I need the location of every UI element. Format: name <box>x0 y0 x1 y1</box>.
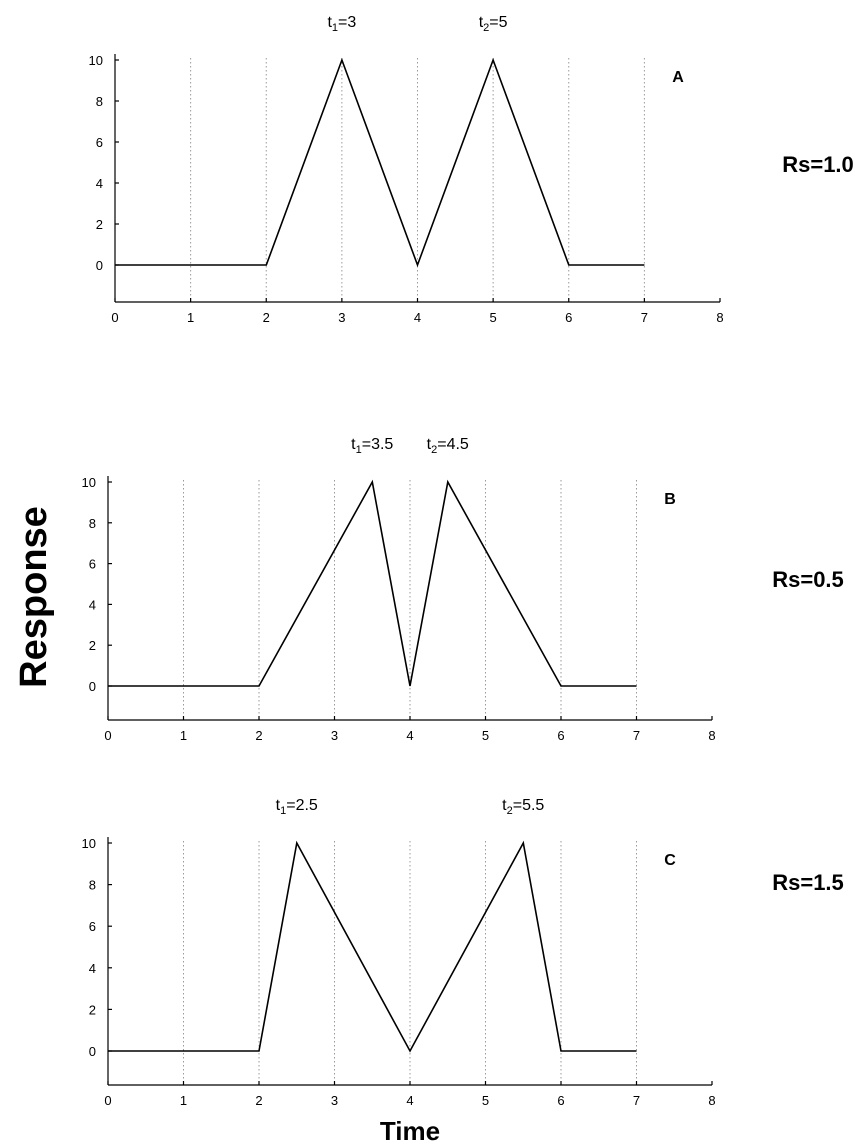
y-tick-label-6: 6 <box>96 135 103 150</box>
y-tick-label-8: 8 <box>89 878 96 893</box>
y-tick-label-0: 0 <box>96 258 103 273</box>
x-tick-label-0: 0 <box>104 1093 111 1108</box>
peak-annotation-1: t1=3.5 <box>351 436 393 456</box>
peak-annotation-2: t2=4.5 <box>427 436 469 456</box>
peak-annotation-1: t1=3 <box>327 14 356 34</box>
y-tick-label-6: 6 <box>89 919 96 934</box>
x-tick-label-0: 0 <box>111 310 118 325</box>
y-axis-title: Response <box>13 506 55 688</box>
peak-annotation-1: t1=2.5 <box>276 797 318 817</box>
resolution-label: Rs=1.0 <box>782 152 854 177</box>
x-tick-label-4: 4 <box>406 1093 413 1108</box>
response-curve <box>108 479 637 687</box>
y-tick-label-0: 0 <box>89 1044 96 1059</box>
y-tick-label-8: 8 <box>89 516 96 531</box>
x-tick-label-2: 2 <box>263 310 270 325</box>
annotation-subscript: 1 <box>332 22 338 34</box>
y-tick-label-0: 0 <box>89 679 96 694</box>
x-tick-label-8: 8 <box>708 1093 715 1108</box>
x-tick-label-6: 6 <box>565 310 572 325</box>
annotation-value: =5.5 <box>513 797 545 814</box>
annotation-subscript: 1 <box>280 805 286 817</box>
panel-letter: C <box>664 852 676 869</box>
annotation-base: t <box>327 14 332 31</box>
panel-letter: A <box>672 69 684 86</box>
x-axis-title: Time <box>380 1116 440 1146</box>
annotation-value: =2.5 <box>286 797 318 814</box>
x-tick-label-2: 2 <box>255 728 262 743</box>
y-tick-label-10: 10 <box>89 53 103 68</box>
annotation-base: t <box>276 797 281 814</box>
resolution-label: Rs=0.5 <box>772 567 844 592</box>
annotation-subscript: 2 <box>507 805 513 817</box>
x-tick-label-1: 1 <box>180 728 187 743</box>
x-tick-label-6: 6 <box>557 1093 564 1108</box>
panel-letter: B <box>664 491 676 508</box>
x-tick-label-7: 7 <box>633 1093 640 1108</box>
annotation-value: =4.5 <box>437 436 469 453</box>
y-tick-label-4: 4 <box>89 597 96 612</box>
x-tick-label-5: 5 <box>482 728 489 743</box>
x-tick-label-3: 3 <box>331 1093 338 1108</box>
x-tick-label-3: 3 <box>338 310 345 325</box>
x-tick-label-4: 4 <box>414 310 421 325</box>
resolution-label: Rs=1.5 <box>772 870 844 895</box>
x-tick-label-5: 5 <box>482 1093 489 1108</box>
x-tick-label-7: 7 <box>633 728 640 743</box>
y-tick-label-4: 4 <box>96 176 103 191</box>
annotation-base: t <box>351 436 356 453</box>
annotation-value: =5 <box>489 14 507 31</box>
y-tick-label-4: 4 <box>89 961 96 976</box>
y-tick-label-6: 6 <box>89 557 96 572</box>
x-tick-label-0: 0 <box>104 728 111 743</box>
annotation-subscript: 1 <box>356 444 362 456</box>
x-tick-label-3: 3 <box>331 728 338 743</box>
peak-annotation-2: t2=5 <box>479 14 508 34</box>
annotation-base: t <box>479 14 484 31</box>
annotation-value: =3.5 <box>362 436 394 453</box>
peak-annotation-2: t2=5.5 <box>502 797 544 817</box>
x-tick-label-4: 4 <box>406 728 413 743</box>
y-tick-label-2: 2 <box>96 217 103 232</box>
x-tick-label-5: 5 <box>490 310 497 325</box>
y-tick-label-2: 2 <box>89 638 96 653</box>
y-tick-label-10: 10 <box>82 475 96 490</box>
annotation-subscript: 2 <box>483 22 489 34</box>
annotation-base: t <box>502 797 507 814</box>
x-tick-label-8: 8 <box>708 728 715 743</box>
annotation-value: =3 <box>338 14 356 31</box>
x-tick-label-2: 2 <box>255 1093 262 1108</box>
x-tick-label-6: 6 <box>557 728 564 743</box>
response-curve <box>108 840 637 1053</box>
annotation-base: t <box>427 436 432 453</box>
y-tick-label-10: 10 <box>82 836 96 851</box>
x-tick-label-8: 8 <box>716 310 723 325</box>
y-tick-label-2: 2 <box>89 1002 96 1017</box>
response-curve <box>115 57 645 268</box>
x-tick-label-1: 1 <box>180 1093 187 1108</box>
annotation-subscript: 2 <box>431 444 437 456</box>
x-tick-label-7: 7 <box>641 310 648 325</box>
y-tick-label-8: 8 <box>96 94 103 109</box>
x-tick-label-1: 1 <box>187 310 194 325</box>
